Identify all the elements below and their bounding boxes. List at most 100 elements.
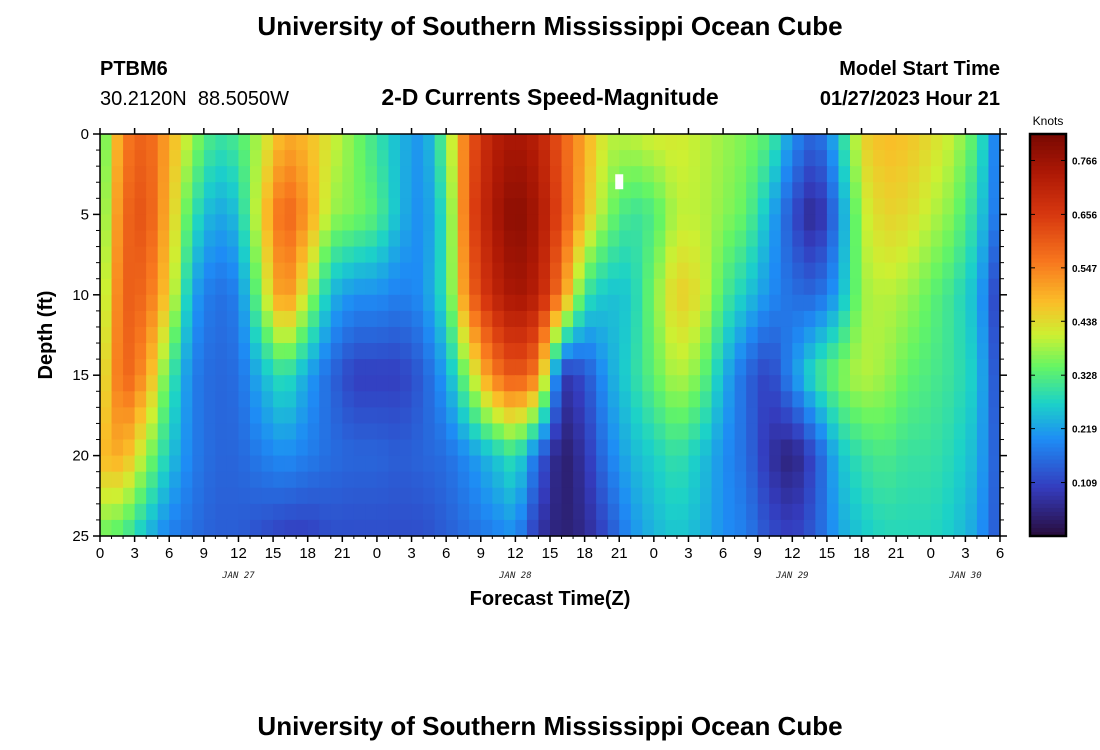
heatmap-cell	[919, 519, 932, 537]
heatmap-cell	[100, 375, 113, 392]
heatmap-cell	[965, 359, 978, 376]
heatmap-cell	[538, 343, 551, 360]
heatmap-cell	[630, 182, 643, 199]
heatmap-cell	[953, 439, 966, 457]
heatmap-cell	[769, 230, 782, 248]
heatmap-cell	[850, 134, 863, 151]
heatmap-cell	[376, 166, 390, 183]
heatmap-cell	[642, 343, 655, 360]
heatmap-cell	[838, 294, 851, 312]
heatmap-cell	[757, 487, 770, 505]
heatmap-cell	[826, 343, 840, 360]
heatmap-cell	[180, 198, 193, 215]
heatmap-cell	[734, 214, 747, 232]
heatmap-cell	[873, 391, 886, 408]
heatmap-cell	[238, 391, 251, 408]
heatmap-cell	[123, 230, 136, 248]
heatmap-cell	[342, 310, 355, 328]
heatmap-cell	[619, 134, 632, 151]
colorbar-segment	[1030, 210, 1066, 215]
heatmap-cell	[976, 134, 990, 151]
heatmap-cell	[965, 487, 978, 505]
heatmap-cell	[111, 230, 124, 248]
heatmap-cell	[850, 391, 863, 408]
heatmap-cell	[734, 423, 747, 441]
heatmap-cell	[423, 150, 436, 167]
heatmap-cell	[169, 471, 182, 489]
colorbar-frame	[1028, 132, 1068, 538]
heatmap-cell	[723, 487, 736, 505]
heatmap-cell	[515, 375, 528, 392]
heatmap-cell	[365, 391, 378, 408]
heatmap-cell	[884, 134, 897, 151]
heatmap-cell	[723, 150, 736, 167]
heatmap-cell	[850, 278, 863, 296]
colorbar-segment	[1030, 483, 1066, 489]
heatmap-cell	[665, 471, 678, 489]
heatmap-cell	[157, 326, 170, 344]
heatmap-cell	[884, 246, 897, 264]
heatmap-cell	[619, 487, 632, 505]
heatmap-cell	[111, 214, 124, 232]
heatmap-cell	[930, 375, 943, 392]
heatmap-cell	[561, 455, 574, 473]
heatmap-cell	[388, 262, 401, 280]
heatmap-cell	[111, 166, 124, 183]
heatmap-cell	[434, 214, 447, 232]
heatmap-cell	[365, 230, 378, 248]
heatmap-cell	[134, 375, 147, 392]
heatmap-cell	[792, 359, 805, 376]
heatmap-cell	[826, 423, 840, 441]
heatmap-cell	[965, 134, 978, 151]
heatmap-cell	[873, 262, 886, 280]
heatmap-cell	[676, 343, 690, 360]
heatmap-cell	[307, 150, 320, 167]
heatmap-cell	[353, 407, 366, 425]
heatmap-cell	[861, 359, 874, 376]
heatmap-cell	[653, 343, 666, 360]
heatmap-cell	[192, 214, 205, 232]
heatmap-cell	[919, 439, 932, 457]
heatmap-cell	[873, 278, 886, 296]
heatmap-cell	[953, 343, 966, 360]
colorbar-segment	[1030, 206, 1066, 211]
heatmap-cell	[873, 375, 886, 392]
heatmap-cell	[746, 198, 759, 215]
heatmap-cell	[538, 246, 551, 264]
heatmap-cell	[942, 471, 955, 489]
heatmap-cell	[457, 455, 470, 473]
heatmap-cell	[434, 519, 447, 537]
heatmap-cell	[757, 166, 770, 183]
heatmap-cell	[146, 343, 159, 360]
heatmap-cell	[307, 246, 320, 264]
heatmap-cell	[596, 391, 609, 408]
heatmap-cell	[215, 375, 228, 392]
colorbar-tick-label: 0.766	[1072, 156, 1097, 167]
heatmap-cell	[226, 230, 240, 248]
heatmap-cell	[873, 246, 886, 264]
heatmap-cell	[653, 375, 666, 392]
colorbar-segment	[1030, 363, 1066, 368]
heatmap-cell	[953, 519, 966, 537]
heatmap-cell	[538, 150, 551, 167]
heatmap-cell	[700, 262, 713, 280]
heatmap-cell	[896, 310, 909, 328]
heatmap-cell	[942, 310, 955, 328]
heatmap-cell	[296, 439, 309, 457]
heatmap-cell	[146, 471, 159, 489]
heatmap-cell	[492, 150, 505, 167]
heatmap-cell	[919, 375, 932, 392]
heatmap-cell	[434, 230, 447, 248]
heatmap-cell	[215, 391, 228, 408]
heatmap-cell	[607, 214, 620, 232]
heatmap-cell	[146, 439, 159, 457]
heatmap-cell	[284, 519, 297, 537]
heatmap-cell	[296, 343, 309, 360]
heatmap-cell	[665, 246, 678, 264]
heatmap-cell	[457, 278, 470, 296]
heatmap-cell	[100, 262, 113, 280]
heatmap-cell	[457, 166, 470, 183]
heatmap-cell	[446, 214, 459, 232]
heatmap-cell	[423, 214, 436, 232]
heatmap-cell	[123, 182, 136, 199]
